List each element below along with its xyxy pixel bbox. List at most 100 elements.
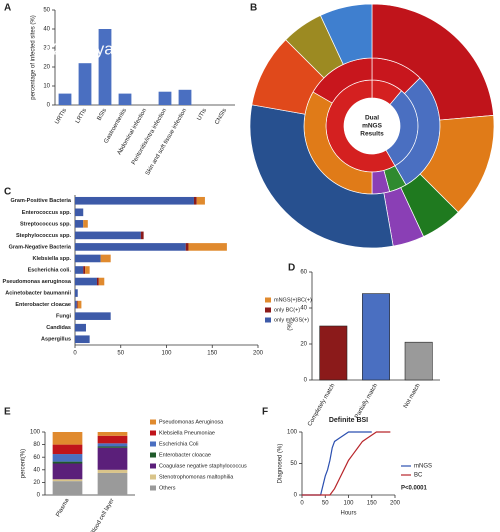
- bar-segment: [52, 479, 83, 482]
- watermark: vj2025-yaxing.com.cn: [40, 39, 204, 58]
- bar-segment: [97, 472, 128, 495]
- sunburst-segment: [319, 3, 373, 65]
- legend-label: only mNGS(+): [274, 317, 309, 323]
- bar-segment: [75, 289, 78, 297]
- x-tick-label: URTIs: [54, 108, 68, 126]
- y-tick-label: 60: [33, 455, 40, 461]
- bar-segment: [75, 231, 141, 240]
- bar-segment: [188, 243, 227, 251]
- legend-swatch: [150, 474, 156, 480]
- y-tick-label: 100: [30, 430, 41, 436]
- panel-label: B: [250, 3, 257, 14]
- x-tick-label: 100: [161, 351, 172, 357]
- y-tick-label: 50: [43, 8, 50, 14]
- x-tick-label: 100: [343, 501, 354, 507]
- y-tick-label: 0: [37, 493, 41, 499]
- bar-segment: [196, 196, 205, 205]
- bar-segment: [97, 447, 128, 470]
- bar: [362, 293, 390, 381]
- x-tick-label: 200: [253, 351, 264, 357]
- center-label: mNGS: [362, 123, 383, 130]
- y-tick-label: 0: [304, 378, 308, 384]
- legend-label: Stenotrophomonas maltophilia: [159, 474, 234, 480]
- legend-swatch: [265, 297, 271, 303]
- bar-segment: [193, 196, 197, 205]
- bar-segment: [52, 463, 83, 480]
- legend-label: only BC(+): [274, 307, 300, 313]
- y-tick-label: 60: [300, 270, 307, 276]
- bar-segment: [52, 444, 83, 455]
- y-tick-label: Candidas: [46, 325, 71, 331]
- bar-segment: [100, 254, 111, 263]
- y-tick-label: 80: [33, 442, 40, 448]
- y-tick-label: Streptococcus spp.: [20, 221, 72, 227]
- bar-segment: [185, 243, 189, 251]
- bar-segment: [76, 300, 78, 309]
- panel-label: E: [4, 407, 11, 418]
- y-tick-label: Fungi: [56, 314, 71, 320]
- bar-segment: [98, 277, 105, 286]
- legend-label: Coagulase negative staphylococcus: [159, 463, 247, 469]
- y-tick-label: 0: [294, 493, 298, 499]
- y-tick-label: 0: [47, 103, 51, 109]
- bar: [158, 91, 172, 105]
- y-tick-label: 30: [43, 46, 50, 52]
- bar-segment: [83, 220, 88, 228]
- bar-segment: [140, 231, 144, 240]
- panel-label: D: [288, 263, 295, 274]
- bar-segment: [52, 454, 83, 462]
- line: [302, 431, 372, 496]
- y-tick-label: 20: [33, 480, 40, 486]
- bar: [78, 63, 92, 105]
- x-tick-label: 50: [322, 501, 329, 507]
- y-tick-label: Gram-Negative Bacteria: [9, 244, 72, 250]
- bar-segment: [97, 446, 128, 448]
- x-tick-label: Peritonitis/intra infection: [131, 108, 168, 166]
- y-tick-label: 50: [290, 461, 297, 467]
- bar: [178, 89, 192, 105]
- legend-swatch: [150, 441, 156, 447]
- y-axis-title: Diagnosed (%): [278, 444, 284, 484]
- bar-segment: [75, 312, 111, 320]
- sunburst-segment: [249, 104, 394, 249]
- y-axis-title: (%): [288, 321, 294, 330]
- x-tick-label: 0: [73, 351, 77, 357]
- y-tick-label: Stephylococcus spp.: [16, 233, 71, 239]
- y-tick-label: Acinetobacter baumannii: [5, 291, 71, 297]
- x-tick-label: Skin and soft tissue infection: [145, 108, 188, 177]
- y-tick-label: Aspergillus: [41, 337, 71, 343]
- chart-title: Definite BSI: [329, 417, 368, 424]
- bar-segment: [75, 220, 84, 228]
- bar: [319, 325, 348, 381]
- annotation: P<0.0001: [401, 486, 428, 492]
- center-label: Dual: [365, 115, 379, 122]
- bar-segment: [52, 481, 83, 495]
- y-tick-label: 10: [43, 84, 50, 90]
- legend-swatch: [150, 463, 156, 469]
- y-tick-label: 20: [43, 65, 50, 71]
- x-tick-label: Partially match: [354, 383, 379, 420]
- x-tick-label: Not match: [403, 383, 422, 410]
- bar: [58, 93, 72, 105]
- legend-swatch: [265, 317, 271, 323]
- x-tick-label: 50: [117, 351, 124, 357]
- bar-segment: [75, 254, 101, 263]
- bar: [98, 29, 112, 105]
- y-tick-label: Pseudomonas aeruginosa: [3, 279, 72, 285]
- x-tick-label: CNSIs: [214, 108, 228, 126]
- y-tick-label: 40: [43, 27, 50, 33]
- y-axis-title: percent(%): [21, 449, 27, 478]
- legend-swatch: [150, 452, 156, 458]
- x-axis-title: Hours: [340, 511, 356, 517]
- x-tick-label: Plasma: [55, 497, 71, 518]
- bar-segment: [85, 266, 90, 274]
- legend-label: Enterobacter cloacae: [159, 452, 211, 458]
- bar-segment: [75, 335, 90, 344]
- legend-swatch: [265, 307, 271, 313]
- bar: [118, 93, 132, 105]
- x-tick-label: 0: [300, 501, 304, 507]
- legend-swatch: [150, 430, 156, 436]
- bar-segment: [75, 243, 186, 251]
